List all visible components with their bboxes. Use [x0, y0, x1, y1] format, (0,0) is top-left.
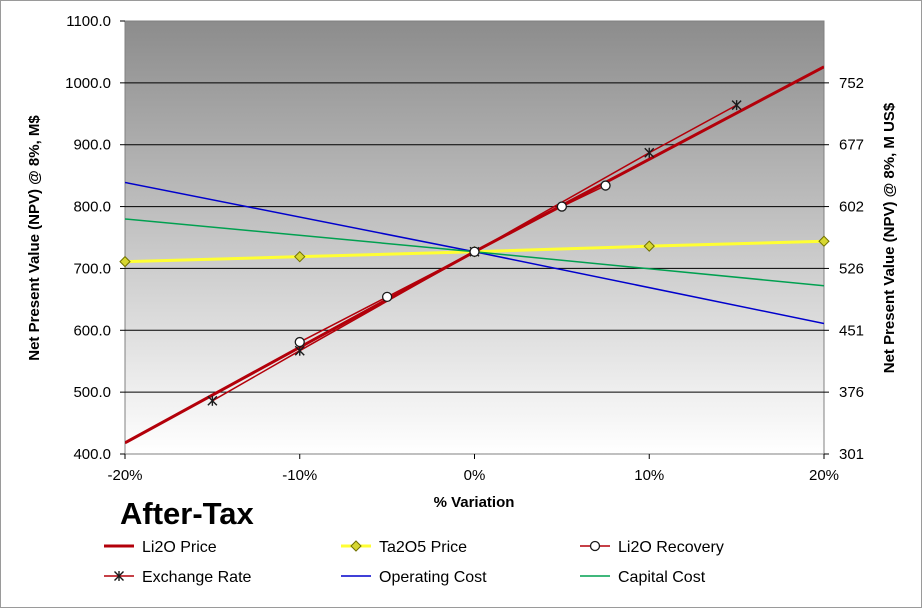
- series-markers: [119, 100, 830, 406]
- y-tick-label: 500.0: [73, 384, 111, 401]
- y2-tick-label: 677: [839, 137, 864, 154]
- y2-tick-label: 376: [839, 384, 864, 401]
- legend-label: Exchange Rate: [142, 569, 252, 586]
- legend-item-operating-cost: Operating Cost: [341, 569, 487, 586]
- data-point-li2o-recovery: [469, 246, 480, 257]
- legend: Li2O Price Ta2O5 Price Li2O Recovery Exchan…: [104, 539, 724, 586]
- x-tick-label: -20%: [107, 467, 142, 484]
- y2-tick-label: 526: [839, 260, 864, 277]
- y2-axis-title: Net Present Value (NPV) @ 8%, M US$: [881, 102, 898, 373]
- legend-marker: [350, 540, 362, 552]
- data-point-li2o-recovery: [600, 180, 611, 191]
- legend-item-ta2o5-price: Ta2O5 Price: [341, 539, 467, 556]
- data-point-ta2o5-price: [818, 235, 830, 247]
- legend-label: Li2O Recovery: [618, 539, 724, 556]
- legend-label: Capital Cost: [618, 569, 706, 586]
- y-axis-title: Net Present Value (NPV) @ 8%, M$: [26, 115, 43, 361]
- y-tick-label: 1000.0: [65, 75, 111, 92]
- chart-title: After-Tax: [120, 496, 255, 531]
- legend-label: Operating Cost: [379, 569, 487, 586]
- legend-marker: [114, 571, 124, 581]
- axes: 400.0 500.0 600.0 700.0 800.0 900.0 1000.0 1100…: [65, 13, 864, 484]
- data-point-ta2o5-price: [643, 240, 655, 252]
- y-tick-label: 900.0: [73, 137, 111, 154]
- y-tick-label: 700.0: [73, 260, 111, 277]
- y-tick-label: 400.0: [73, 446, 111, 463]
- y-tick-label: 600.0: [73, 322, 111, 339]
- data-point-exchange-rate: [644, 147, 655, 158]
- x-axis-title: % Variation: [434, 494, 515, 511]
- x-tick-label: -10%: [282, 467, 317, 484]
- data-point-li2o-recovery: [294, 336, 305, 348]
- y-tick-label: 800.0: [73, 199, 111, 216]
- legend-item-li2o-price: Li2O Price: [104, 539, 217, 556]
- data-point-exchange-rate: [294, 345, 305, 356]
- x-tick-label: 20%: [809, 467, 839, 484]
- legend-item-li2o-recovery: Li2O Recovery: [580, 539, 724, 556]
- legend-item-exchange-rate: Exchange Rate: [104, 569, 252, 586]
- y2-tick-label: 451: [839, 322, 864, 339]
- data-point-exchange-rate: [731, 100, 742, 111]
- legend-marker: [589, 540, 601, 552]
- data-point-exchange-rate: [207, 395, 218, 406]
- x-tick-label: 10%: [634, 467, 664, 484]
- legend-label: Li2O Price: [142, 539, 217, 556]
- data-point-li2o-recovery: [556, 201, 568, 212]
- data-point-ta2o5-price: [294, 250, 306, 263]
- y2-tick-label: 602: [839, 199, 864, 216]
- y2-tick-label: 752: [839, 75, 864, 92]
- legend-label: Ta2O5 Price: [379, 539, 467, 556]
- plot-area: [124, 20, 825, 455]
- legend-item-capital-cost: Capital Cost: [580, 569, 706, 586]
- x-tick-label: 0%: [464, 467, 486, 484]
- gridlines: [125, 82, 824, 393]
- y-tick-label: 1100.0: [66, 13, 111, 30]
- data-point-ta2o5-price: [119, 255, 131, 268]
- y2-tick-label: 301: [839, 446, 864, 463]
- data-point-li2o-recovery: [381, 291, 393, 303]
